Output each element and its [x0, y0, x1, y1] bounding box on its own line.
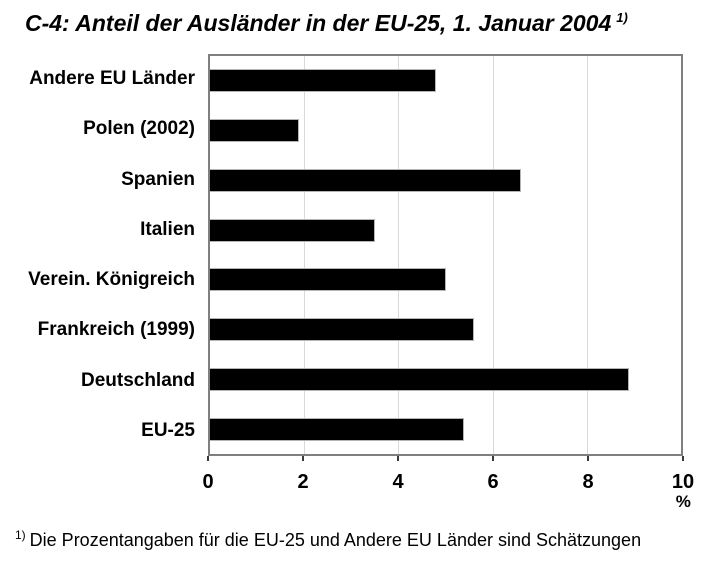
gridline	[586, 56, 588, 454]
x-axis-unit-label: %	[675, 492, 691, 511]
category-label: Verein. Königreich	[28, 269, 195, 291]
bar	[210, 318, 474, 342]
x-tick-mark	[207, 456, 209, 461]
gridline	[492, 56, 494, 454]
bar	[210, 268, 446, 292]
category-label: Polen (2002)	[83, 118, 195, 140]
bar-band	[210, 156, 681, 206]
plot-area	[208, 54, 683, 456]
category-label: Frankreich (1999)	[37, 319, 195, 341]
x-tick-label: 8	[582, 471, 594, 493]
category-label: EU-25	[141, 419, 195, 441]
bar-band	[210, 404, 681, 454]
x-tick-mark	[302, 456, 304, 461]
chart-title: C-4: Anteil der Ausländer in der EU-25, …	[25, 10, 628, 37]
category-label: Spanien	[121, 168, 195, 190]
x-tick-mark	[492, 456, 494, 461]
bar-band	[210, 305, 681, 355]
category-label: Deutschland	[80, 369, 195, 391]
footnote-marker: 1)	[15, 528, 26, 542]
category-label: Andere EU Länder	[29, 68, 195, 90]
chart-title-footnote-marker: 1)	[616, 10, 628, 25]
bar	[210, 417, 465, 441]
bar	[210, 367, 630, 391]
bar	[210, 168, 521, 192]
footnote-text: Die Prozentangaben für die EU-25 und And…	[29, 530, 642, 550]
x-axis: % 0 2 4 6 8 10	[202, 456, 694, 520]
category-label: Italien	[140, 218, 195, 240]
bar-band	[210, 106, 681, 156]
chart-title-text: C-4: Anteil der Ausländer in der EU-25, …	[25, 10, 612, 36]
x-tick-label: 6	[487, 471, 499, 493]
category-axis: Andere EU Länder Polen (2002) Spanien Itali…	[0, 54, 195, 456]
x-tick-label: 10	[671, 471, 695, 493]
x-tick-label: 2	[297, 471, 309, 493]
x-tick-label: 0	[202, 471, 214, 493]
bar-band	[210, 255, 681, 305]
bar	[210, 69, 437, 93]
gridline	[398, 56, 400, 454]
x-tick-mark	[397, 456, 399, 461]
bar-series	[210, 56, 681, 454]
bar-band	[210, 56, 681, 106]
bar-band	[210, 355, 681, 405]
gridline	[304, 56, 306, 454]
bar	[210, 119, 300, 143]
x-tick-mark	[682, 456, 684, 461]
x-tick-mark	[587, 456, 589, 461]
footnote: 1) Die Prozentangaben für die EU-25 und A…	[15, 528, 641, 551]
x-tick-label: 4	[392, 471, 404, 493]
bar-band	[210, 205, 681, 255]
bar	[210, 218, 375, 242]
